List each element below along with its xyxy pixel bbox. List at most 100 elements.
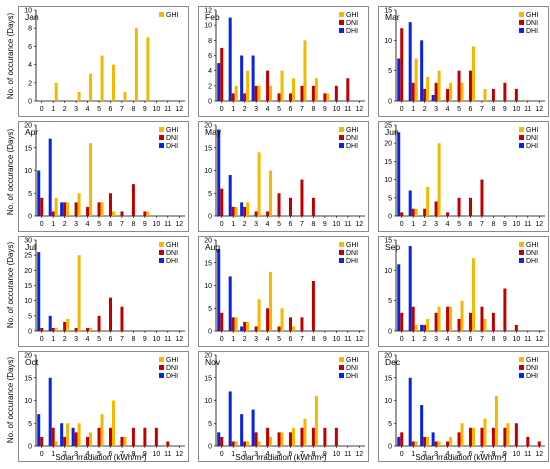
bar-dni [51, 327, 55, 331]
x-tick-label: 10 [512, 106, 520, 113]
bar-ghi [280, 432, 284, 446]
bar-dni [503, 288, 507, 331]
x-tick-label: 5 [97, 106, 101, 113]
legend-swatch-ghi [519, 12, 524, 17]
legend-swatch-dni [339, 365, 344, 370]
legend-swatch-dhi [339, 258, 344, 263]
x-tick-label: 5 [457, 451, 461, 458]
bar-dhi [408, 377, 412, 446]
x-tick-label: 0 [400, 106, 404, 113]
panel-title: Oct [25, 357, 39, 367]
y-tick-label: 5 [28, 191, 32, 198]
bar-dni [277, 193, 281, 216]
bar-dni [109, 427, 112, 446]
x-tick-label: 1 [51, 106, 55, 113]
bar-dhi [420, 324, 424, 331]
bar-ghi [472, 46, 475, 101]
bar-ghi [437, 306, 441, 331]
legend-label-dni: DNI [346, 135, 358, 142]
bar-dni [40, 197, 44, 216]
bar-dni [514, 88, 518, 101]
x-tick-label: 5 [277, 336, 281, 343]
legend-swatch-ghi [339, 357, 344, 362]
bar-ghi [280, 308, 284, 331]
legend-swatch-dni [339, 135, 344, 140]
y-tick-label: 0 [388, 444, 392, 451]
y-tick-label: 5 [208, 306, 212, 313]
bar-ghi [292, 326, 295, 331]
bar-dhi [251, 409, 255, 446]
y-tick-label: 20 [24, 268, 32, 275]
y-tick-label: 20 [384, 141, 392, 148]
x-tick-label: 2 [63, 221, 67, 228]
legend-label-dhi: DHI [346, 258, 358, 265]
x-tick-label: 10 [332, 451, 340, 458]
x-tick-label: 4 [446, 336, 450, 343]
legend-swatch-dni [519, 135, 524, 140]
bar-dni [120, 306, 124, 331]
x-tick-label: 6 [289, 106, 293, 113]
y-tick-label: 12 [204, 8, 212, 15]
bar-dni [480, 427, 484, 446]
bar-dni [220, 312, 224, 331]
bar-dni [480, 306, 484, 331]
bar-dhi [48, 377, 52, 446]
bar-ghi [483, 88, 487, 101]
x-tick-label: 7 [300, 336, 304, 343]
x-tick-label: 2 [243, 106, 247, 113]
bar-dni [266, 70, 270, 101]
bar-ghi [280, 70, 284, 101]
legend-swatch-dni [159, 250, 164, 255]
y-tick-label: 0 [28, 329, 32, 336]
x-tick-label: 3 [254, 221, 258, 228]
y-tick-label: 5 [208, 421, 212, 428]
x-tick-label: 8 [131, 336, 135, 343]
x-tick-label: 1 [411, 221, 415, 228]
bar-dni [243, 206, 247, 216]
y-tick-label: 15 [204, 375, 212, 382]
bar-ghi [506, 423, 510, 446]
y-tick-label: 0 [28, 444, 32, 451]
x-tick-label: 10 [512, 221, 520, 228]
bar-dhi [228, 17, 232, 102]
bar-ghi [66, 423, 70, 446]
bar-dhi [408, 22, 412, 102]
x-tick-label: 2 [423, 451, 427, 458]
x-tick-label: 12 [175, 336, 183, 343]
bar-dni [514, 324, 518, 331]
bar-dhi [408, 190, 412, 216]
x-tick-label: 5 [277, 221, 281, 228]
y-tick-label: 0 [208, 329, 212, 336]
x-tick-label: 10 [152, 451, 160, 458]
x-tick-label: 10 [152, 336, 160, 343]
bar-dni [40, 327, 44, 331]
x-tick-label: 8 [491, 336, 495, 343]
x-tick-label: 6 [469, 106, 473, 113]
y-tick-label: 20 [204, 353, 212, 360]
legend-label-ghi: GHI [346, 357, 359, 364]
bar-dni [266, 427, 270, 446]
x-tick-label: 8 [491, 221, 495, 228]
y-tick-label: 5 [388, 195, 392, 202]
y-tick-label: 10 [384, 38, 392, 45]
bar-ghi [246, 202, 250, 216]
legend-label-dni: DNI [346, 20, 358, 27]
panel-title: Mar [385, 12, 400, 22]
x-tick-label: 7 [120, 336, 124, 343]
bar-ghi [77, 423, 81, 446]
x-tick-label: 8 [491, 106, 495, 113]
legend-label-ghi: GHI [166, 242, 179, 249]
bar-ghi [414, 208, 418, 216]
x-tick-label: 12 [355, 106, 363, 113]
bar-dni [491, 427, 495, 446]
x-tick-label: 3 [254, 106, 258, 113]
x-tick-label: 7 [300, 106, 304, 113]
bar-dni [411, 441, 415, 446]
bar-dni [411, 208, 415, 216]
bar-ghi [123, 91, 127, 101]
